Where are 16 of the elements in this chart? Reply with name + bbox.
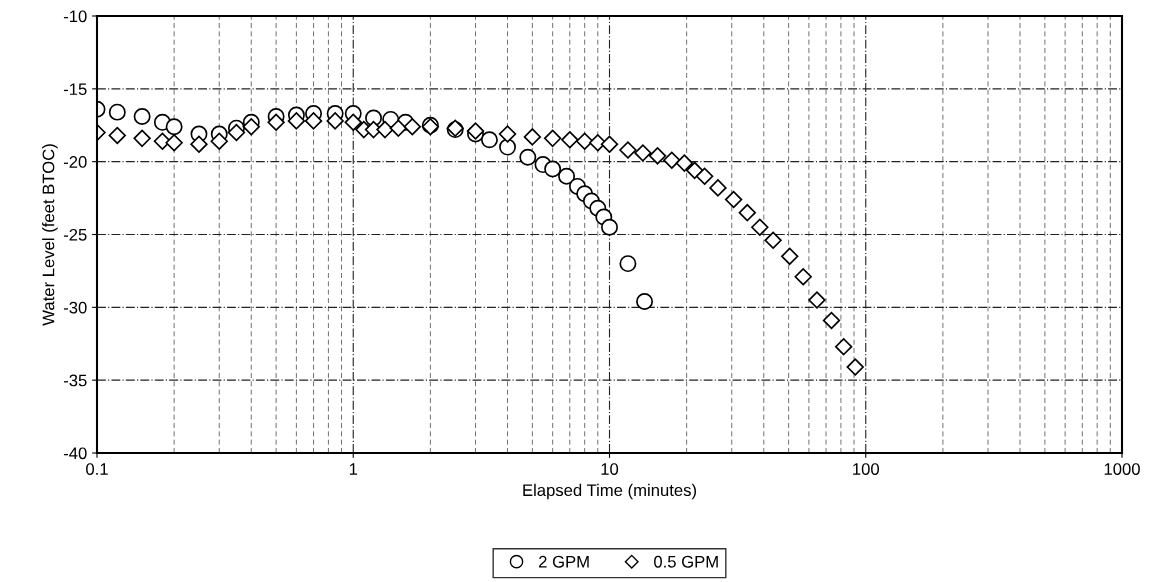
x-tick-label: 0.1 (86, 463, 108, 475)
y-axis-title: Water Level (feet BTOC) (42, 144, 58, 326)
y-tick-label: -15 (63, 83, 87, 96)
legend-label: 0.5 GPM (654, 555, 718, 568)
x-tick-label: 1000 (1104, 463, 1140, 475)
y-tick-label: -35 (63, 374, 87, 387)
x-tick-label: 10 (601, 463, 619, 475)
y-tick-label: -40 (63, 447, 87, 460)
y-tick-label: -20 (63, 156, 87, 168)
x-axis-title: Elapsed Time (minutes) (523, 483, 696, 500)
y-tick-label: -10 (63, 10, 87, 23)
y-tick-label: -30 (63, 301, 87, 314)
legend-label: 2 GPM (539, 555, 589, 568)
x-tick-label: 1 (349, 463, 358, 475)
y-tick-label: -25 (63, 228, 87, 241)
x-tick-label: 100 (853, 463, 879, 475)
